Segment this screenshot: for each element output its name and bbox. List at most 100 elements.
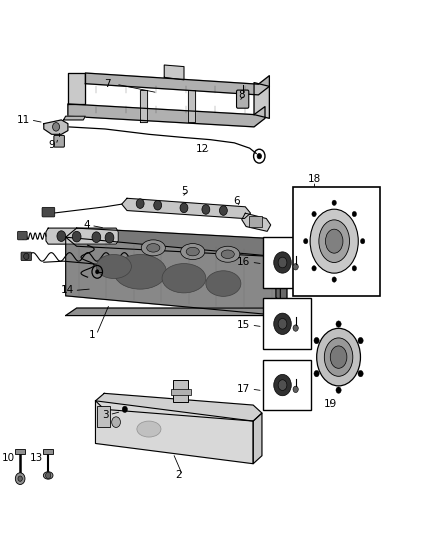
Circle shape [24,253,29,260]
Circle shape [358,337,363,344]
Circle shape [304,239,308,244]
Text: 7: 7 [104,79,110,89]
Circle shape [105,232,114,243]
Bar [263,298,311,349]
Text: 2: 2 [175,471,182,480]
Bar [249,216,262,227]
FancyBboxPatch shape [237,90,249,108]
Ellipse shape [330,346,347,368]
Polygon shape [46,228,118,244]
Bar [263,237,311,288]
Circle shape [180,203,188,213]
FancyBboxPatch shape [42,207,55,217]
Circle shape [293,325,298,332]
Text: 12: 12 [196,144,209,154]
Polygon shape [242,213,271,231]
Circle shape [278,379,287,390]
Circle shape [293,263,298,270]
Polygon shape [44,120,68,134]
Bar [97,406,110,427]
Circle shape [352,265,357,271]
Polygon shape [164,65,184,80]
Polygon shape [85,73,269,95]
FancyBboxPatch shape [18,231,27,240]
Circle shape [112,417,120,427]
Circle shape [352,212,357,217]
Polygon shape [276,239,287,306]
Text: 17: 17 [237,384,251,394]
Text: 14: 14 [60,286,74,295]
Polygon shape [140,90,147,122]
Ellipse shape [319,220,350,263]
Polygon shape [254,83,269,118]
FancyBboxPatch shape [54,135,64,147]
Ellipse shape [186,247,199,256]
Circle shape [122,406,127,413]
Circle shape [92,232,101,243]
Polygon shape [188,90,195,122]
Ellipse shape [324,338,353,376]
Ellipse shape [221,250,234,259]
Text: 16: 16 [237,257,251,267]
Circle shape [278,318,287,329]
Polygon shape [66,228,287,257]
Circle shape [278,257,287,268]
Bar [171,389,191,395]
Text: 10: 10 [2,454,15,463]
Circle shape [358,370,363,377]
Circle shape [15,473,25,484]
Circle shape [312,265,316,271]
Polygon shape [95,393,262,421]
Circle shape [274,313,291,335]
Bar [43,449,53,454]
Polygon shape [95,401,253,464]
Ellipse shape [180,244,205,260]
Ellipse shape [141,240,165,256]
Circle shape [18,476,22,481]
Ellipse shape [162,263,206,293]
Circle shape [332,200,336,206]
Circle shape [53,123,60,131]
Text: 18: 18 [308,174,321,183]
Bar [263,360,311,410]
Ellipse shape [43,472,53,479]
Circle shape [95,270,99,274]
Ellipse shape [325,229,343,253]
Circle shape [72,231,81,242]
Ellipse shape [147,244,160,252]
Ellipse shape [96,255,131,279]
Circle shape [257,154,261,159]
Circle shape [274,252,291,273]
Bar [173,380,188,402]
Text: 8: 8 [238,90,244,100]
Circle shape [360,239,365,244]
Text: 6: 6 [233,196,240,206]
Circle shape [314,337,319,344]
Polygon shape [253,413,262,464]
Circle shape [293,386,298,392]
Polygon shape [68,73,85,104]
Text: 11: 11 [17,115,30,125]
Text: 4: 4 [83,221,90,230]
Text: 13: 13 [30,454,43,463]
Circle shape [336,321,341,327]
Circle shape [57,231,66,241]
Bar [293,187,380,296]
Polygon shape [122,198,251,219]
Polygon shape [64,116,85,120]
Ellipse shape [114,255,166,289]
Polygon shape [68,104,265,127]
Circle shape [202,205,210,214]
Ellipse shape [310,209,358,273]
Text: 19: 19 [324,399,337,409]
Text: 1: 1 [89,330,95,340]
Bar [15,449,25,454]
Circle shape [312,212,316,217]
Ellipse shape [137,421,161,437]
Circle shape [46,472,51,479]
Text: 3: 3 [102,410,109,419]
Circle shape [154,200,162,210]
Circle shape [219,206,227,215]
Ellipse shape [206,271,241,296]
Circle shape [314,370,319,377]
